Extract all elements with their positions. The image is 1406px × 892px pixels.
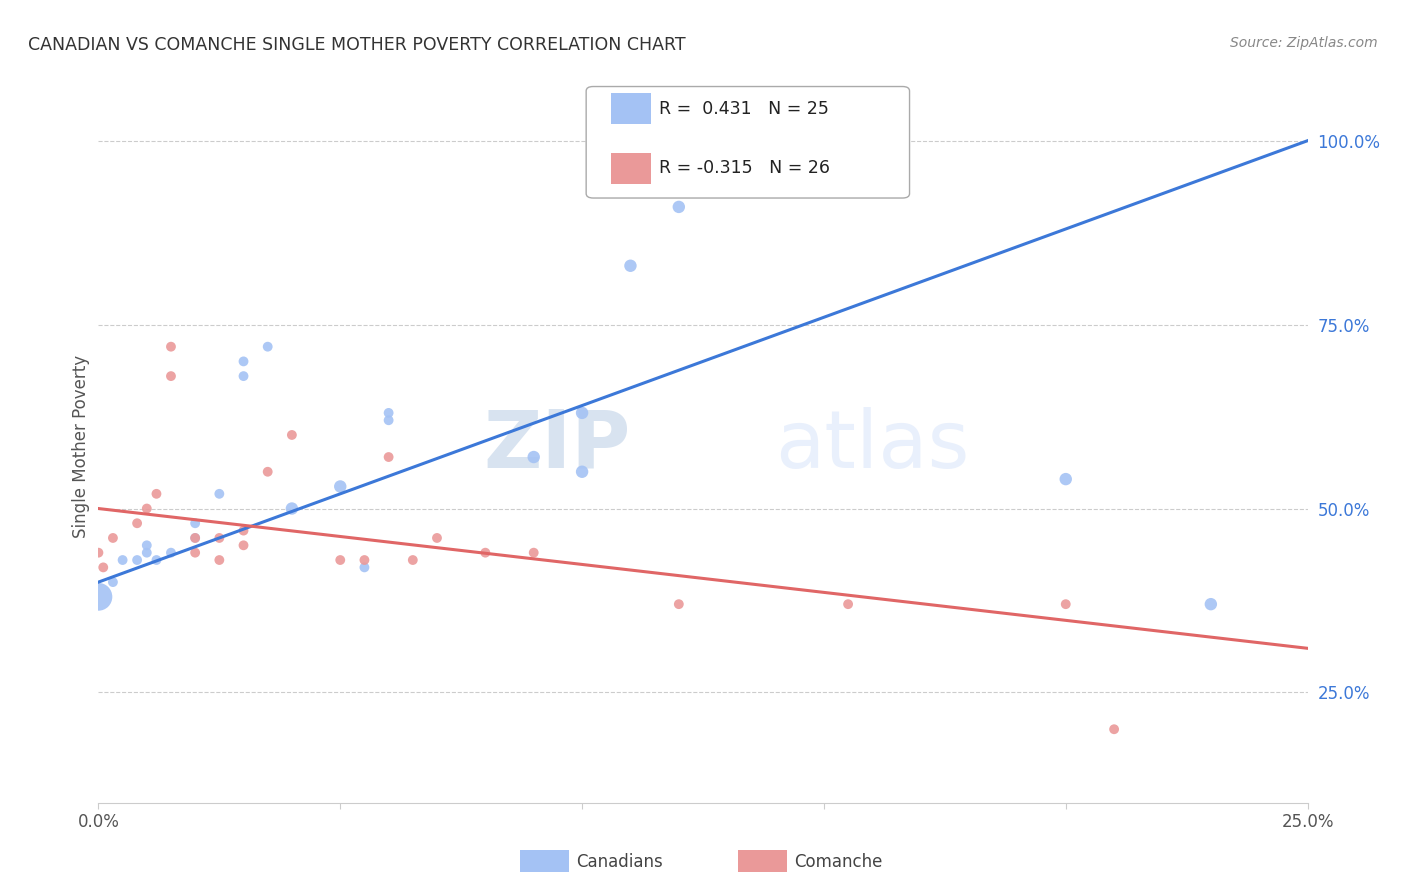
- Point: [377, 413, 399, 427]
- Point: [256, 465, 278, 479]
- Point: [1199, 597, 1222, 611]
- Point: [232, 354, 254, 368]
- Y-axis label: Single Mother Poverty: Single Mother Poverty: [72, 354, 90, 538]
- Point: [101, 531, 124, 545]
- Point: [101, 575, 124, 590]
- Text: ZIP: ZIP: [484, 407, 630, 485]
- Text: Source: ZipAtlas.com: Source: ZipAtlas.com: [1230, 36, 1378, 50]
- Point: [87, 546, 110, 560]
- Point: [145, 553, 167, 567]
- Text: R =  0.431   N = 25: R = 0.431 N = 25: [659, 100, 830, 118]
- Point: [1054, 472, 1077, 486]
- Text: R = -0.315   N = 26: R = -0.315 N = 26: [659, 159, 831, 178]
- Point: [160, 340, 183, 354]
- Point: [127, 553, 149, 567]
- Point: [377, 450, 399, 464]
- Text: Comanche: Comanche: [794, 853, 883, 871]
- Point: [377, 406, 399, 420]
- Point: [135, 501, 157, 516]
- Point: [184, 531, 207, 545]
- Point: [571, 406, 593, 420]
- Point: [329, 479, 352, 493]
- Point: [523, 546, 546, 560]
- Text: atlas: atlas: [776, 407, 970, 485]
- Point: [145, 487, 167, 501]
- Point: [1054, 597, 1077, 611]
- Point: [1102, 723, 1125, 737]
- Point: [160, 369, 183, 384]
- Point: [91, 560, 114, 574]
- Point: [232, 524, 254, 538]
- Point: [87, 590, 110, 604]
- Point: [281, 501, 304, 516]
- Point: [353, 553, 375, 567]
- Point: [523, 450, 546, 464]
- Point: [571, 465, 593, 479]
- Text: Canadians: Canadians: [576, 853, 664, 871]
- Point: [184, 531, 207, 545]
- Point: [281, 428, 304, 442]
- Point: [474, 546, 496, 560]
- Text: CANADIAN VS COMANCHE SINGLE MOTHER POVERTY CORRELATION CHART: CANADIAN VS COMANCHE SINGLE MOTHER POVER…: [28, 36, 686, 54]
- Point: [208, 531, 231, 545]
- Point: [184, 546, 207, 560]
- Point: [127, 516, 149, 531]
- Point: [135, 546, 157, 560]
- Point: [184, 516, 207, 531]
- Point: [256, 340, 278, 354]
- Point: [716, 155, 738, 169]
- Point: [426, 531, 449, 545]
- Point: [160, 546, 183, 560]
- Point: [329, 553, 352, 567]
- Point: [353, 560, 375, 574]
- Point: [668, 200, 690, 214]
- Point: [668, 597, 690, 611]
- Point: [135, 538, 157, 552]
- Point: [111, 553, 134, 567]
- Point: [232, 538, 254, 552]
- Point: [232, 369, 254, 384]
- Point: [402, 553, 425, 567]
- Point: [837, 597, 859, 611]
- Point: [619, 259, 641, 273]
- Point: [208, 487, 231, 501]
- Point: [208, 553, 231, 567]
